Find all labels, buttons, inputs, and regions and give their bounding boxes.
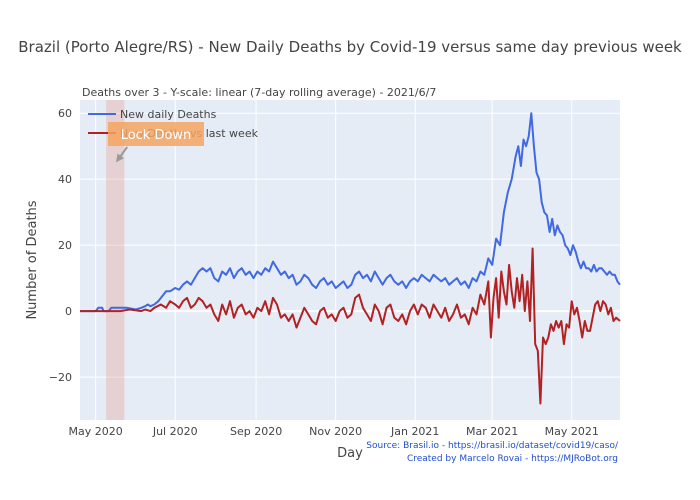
lockdown-shade [106, 100, 125, 420]
y-tick-label: 40 [58, 173, 72, 186]
annotation-arrow [116, 146, 129, 163]
series-line-1 [80, 247, 621, 405]
y-tick-label: 20 [58, 239, 72, 252]
plot-background [80, 100, 620, 420]
x-tick-labels: May 2020 Jul 2020 Sep 2020 Nov 2020 Jan 2021… [69, 425, 599, 438]
y-tick-label: −20 [49, 371, 72, 384]
y-axis-label: Number of Deaths [25, 200, 40, 319]
source-text: Source: Brasil.io - https://brasil.io/da… [366, 441, 619, 451]
y-tick-label: 0 [65, 305, 72, 318]
y-tick-labels: −20 0 20 40 60 [49, 107, 72, 384]
x-tick-label: May 2021 [545, 425, 599, 438]
y-tick-label: 60 [58, 107, 72, 120]
lockdown-annotation: Lock Down [108, 122, 204, 163]
x-tick-label: May 2020 [69, 425, 123, 438]
x-axis-label: Day [337, 446, 363, 461]
x-tick-label: Jan 2021 [390, 425, 439, 438]
annotation-box [108, 122, 204, 146]
series-line-0 [80, 112, 621, 313]
x-tick-label: Nov 2020 [309, 425, 362, 438]
credit-text: Created by Marcelo Rovai - https://MJRoB… [407, 454, 618, 464]
lockdown-shaded-region [106, 100, 125, 420]
x-tick-label: Mar 2021 [466, 425, 518, 438]
annotation-text: Lock Down [121, 128, 192, 143]
x-tick-label: Jul 2020 [152, 425, 198, 438]
x-tick-label: Sep 2020 [230, 425, 282, 438]
chart-title: Brazil (Porto Alegre/RS) - New Daily Dea… [18, 38, 682, 56]
series-lines [80, 112, 621, 405]
legend-label: New daily Deaths [120, 108, 217, 121]
chart-subtitle: Deaths over 3 - Y-scale: linear (7-day r… [82, 86, 436, 99]
